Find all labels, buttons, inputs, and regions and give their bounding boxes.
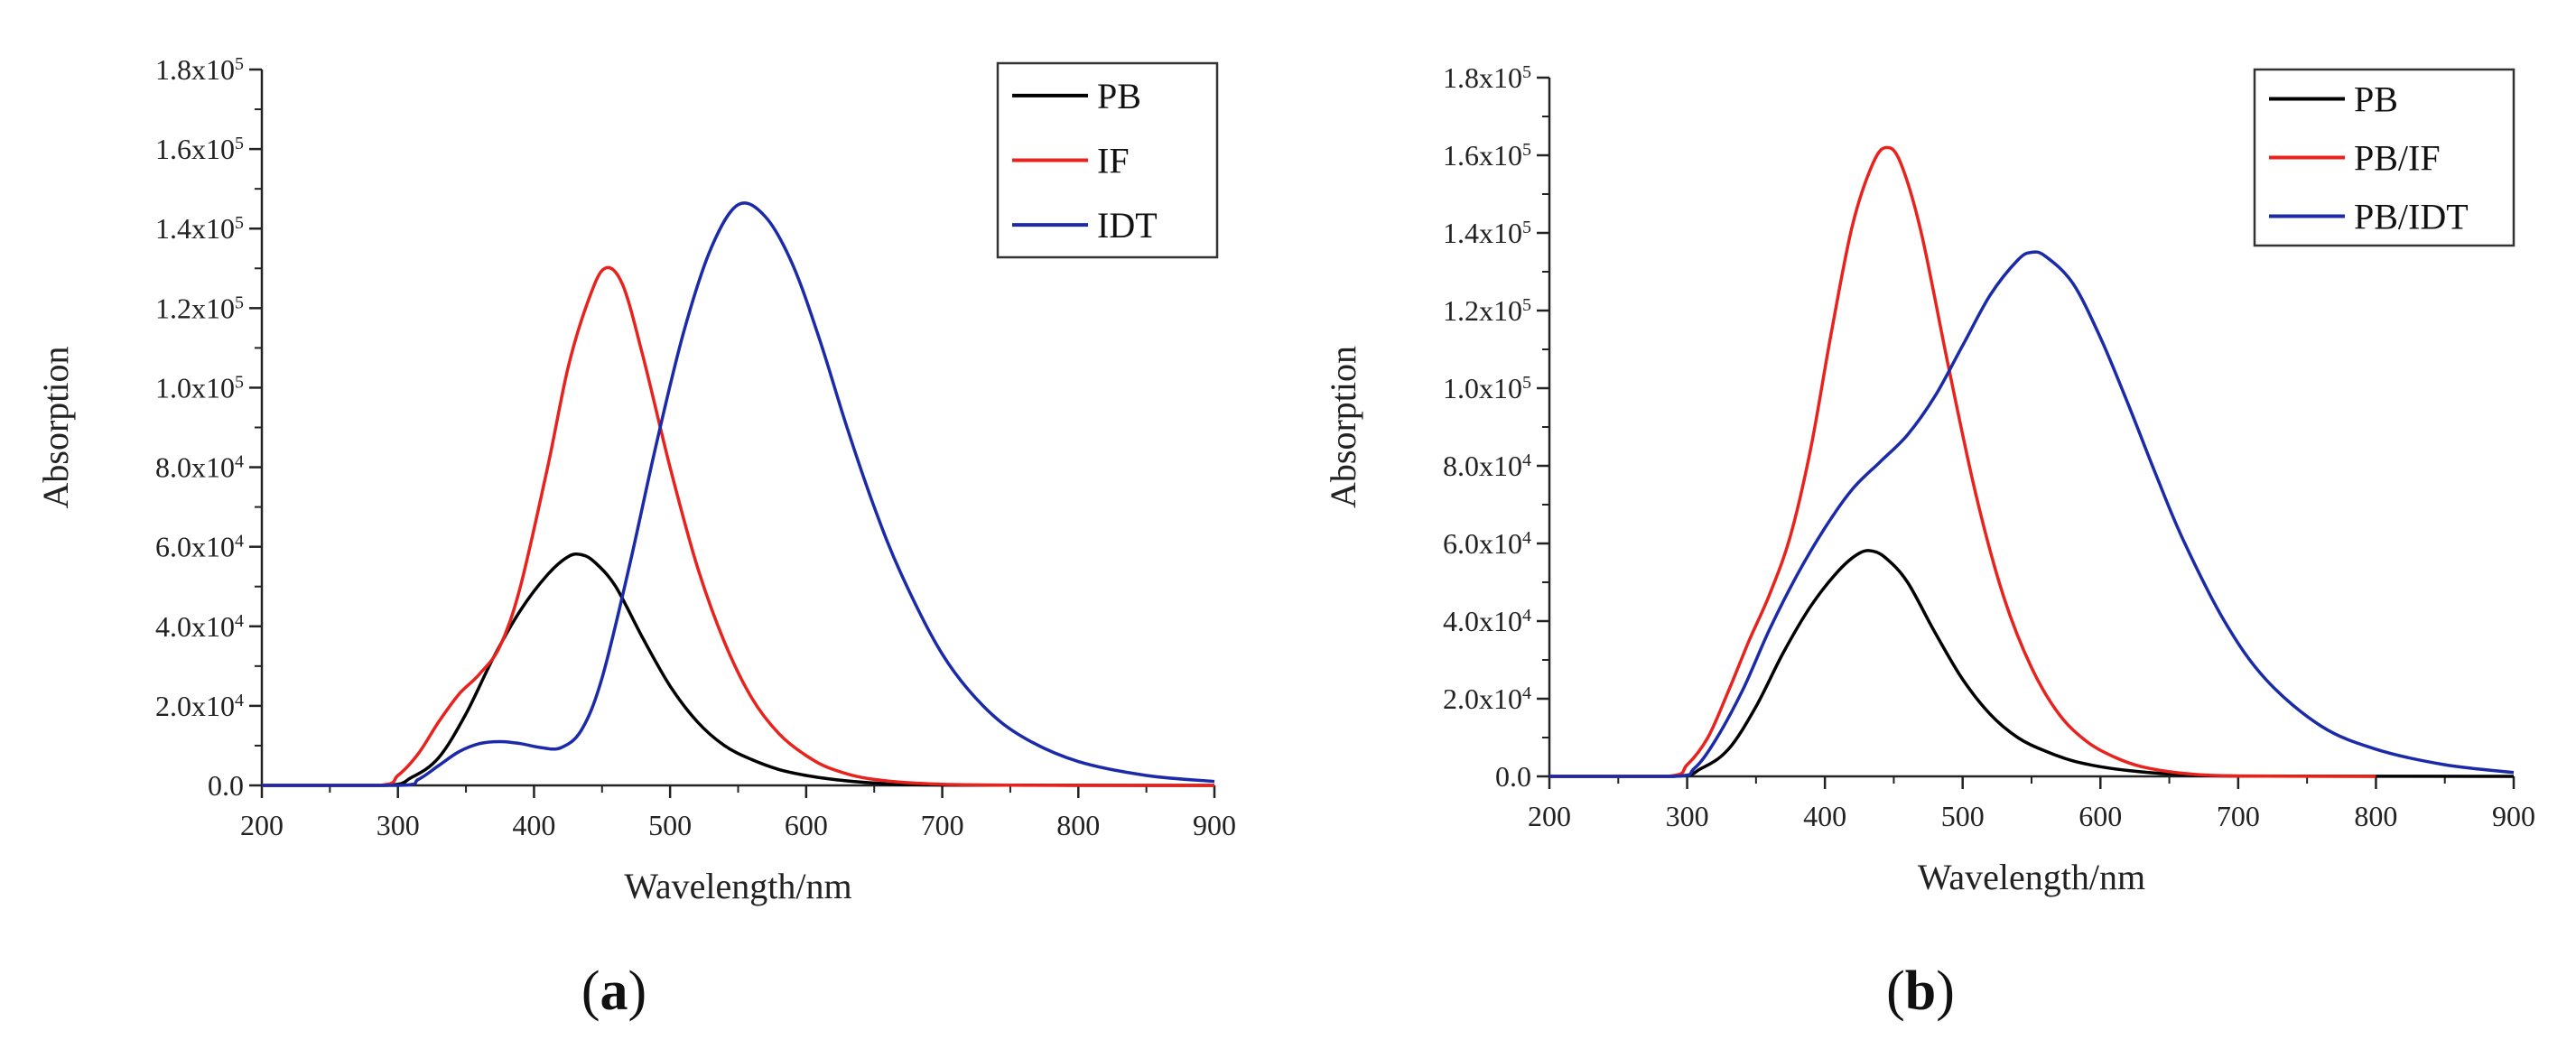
- legend-label: PB/IDT: [2354, 197, 2469, 237]
- x-tick-label: 600: [785, 809, 828, 841]
- y-axis-title: Absorption: [1323, 346, 1363, 508]
- y-tick-label: 4.0x104: [155, 610, 244, 643]
- series-line-pb: [262, 552, 1215, 787]
- y-tick-label: 1.6x105: [155, 133, 244, 165]
- panel-label: (a): [581, 961, 646, 1022]
- x-tick-label: 800: [2354, 800, 2397, 832]
- legend-label: IF: [1097, 141, 1130, 181]
- series-line-pb-if: [1549, 145, 2376, 778]
- legend-label: PB: [1097, 76, 1141, 116]
- y-tick-label: 1.4x105: [1443, 217, 1531, 249]
- x-tick-label: 700: [921, 809, 964, 841]
- y-axis-title: Absorption: [35, 347, 76, 509]
- series-line-if: [262, 265, 1214, 787]
- x-tick-label: 400: [512, 809, 555, 841]
- y-tick-label: 2.0x104: [1443, 682, 1531, 715]
- y-tick-label: 1.2x105: [155, 292, 244, 324]
- legend: PB IF IDT: [996, 61, 1219, 259]
- x-tick-label: 200: [240, 809, 284, 841]
- x-tick-label: 300: [1666, 800, 1709, 832]
- y-tick-label: 1.0x105: [1443, 372, 1531, 404]
- y-tick-label: 6.0x104: [155, 531, 244, 563]
- chart-panel-b: 200 300 400 500 600 700 800 900 0.0 2.0x104 4.0x10…: [1323, 61, 2535, 1022]
- y-tick-label: 4.0x104: [1443, 605, 1531, 637]
- x-axis-title: Wavelength/nm: [624, 866, 851, 906]
- y-tick-label: 1.0x105: [155, 371, 244, 404]
- legend-label: PB/IF: [2354, 138, 2441, 179]
- x-tick-label: 500: [648, 809, 692, 841]
- y-tick-label: 2.0x104: [155, 690, 244, 722]
- series-line-pb: [1549, 549, 2515, 778]
- y-tick-label: 1.8x105: [155, 53, 244, 86]
- x-tick-label: 400: [1803, 800, 1846, 832]
- panel-label: (b): [1886, 961, 1955, 1022]
- legend-label: IDT: [1097, 205, 1158, 246]
- y-tick-label: 1.8x105: [1443, 61, 1531, 94]
- chart-panel-a: 200 300 400 500 600 700 800 900 0.0 2.0x104 4.0x10…: [35, 53, 1236, 1022]
- x-tick-label: 200: [1528, 800, 1571, 832]
- y-tick-label: 0.0: [208, 769, 244, 802]
- x-tick-label: 600: [2078, 800, 2122, 832]
- x-axis-title: Wavelength/nm: [1918, 857, 2145, 897]
- series-line-pb-idt: [1549, 250, 2515, 778]
- x-tick-label: 800: [1056, 809, 1100, 841]
- y-tick-label: 8.0x104: [1443, 450, 1531, 482]
- y-tick-label: 1.2x105: [1443, 294, 1531, 327]
- y-tick-label: 0.0: [1495, 760, 1531, 793]
- legend: PB PB/IF PB/IDT: [2253, 68, 2516, 247]
- y-tick-label: 1.6x105: [1443, 139, 1531, 172]
- x-tick-label: 900: [1193, 809, 1236, 841]
- y-tick-label: 1.4x105: [155, 212, 244, 245]
- x-tick-label: 700: [2217, 800, 2260, 832]
- legend-label: PB: [2354, 79, 2398, 120]
- series-line-idt: [262, 201, 1215, 787]
- y-tick-label: 6.0x104: [1443, 527, 1531, 560]
- y-tick-label: 8.0x104: [155, 451, 244, 484]
- x-tick-label: 300: [377, 809, 420, 841]
- x-tick-label: 900: [2492, 800, 2535, 832]
- x-tick-label: 500: [1941, 800, 1985, 832]
